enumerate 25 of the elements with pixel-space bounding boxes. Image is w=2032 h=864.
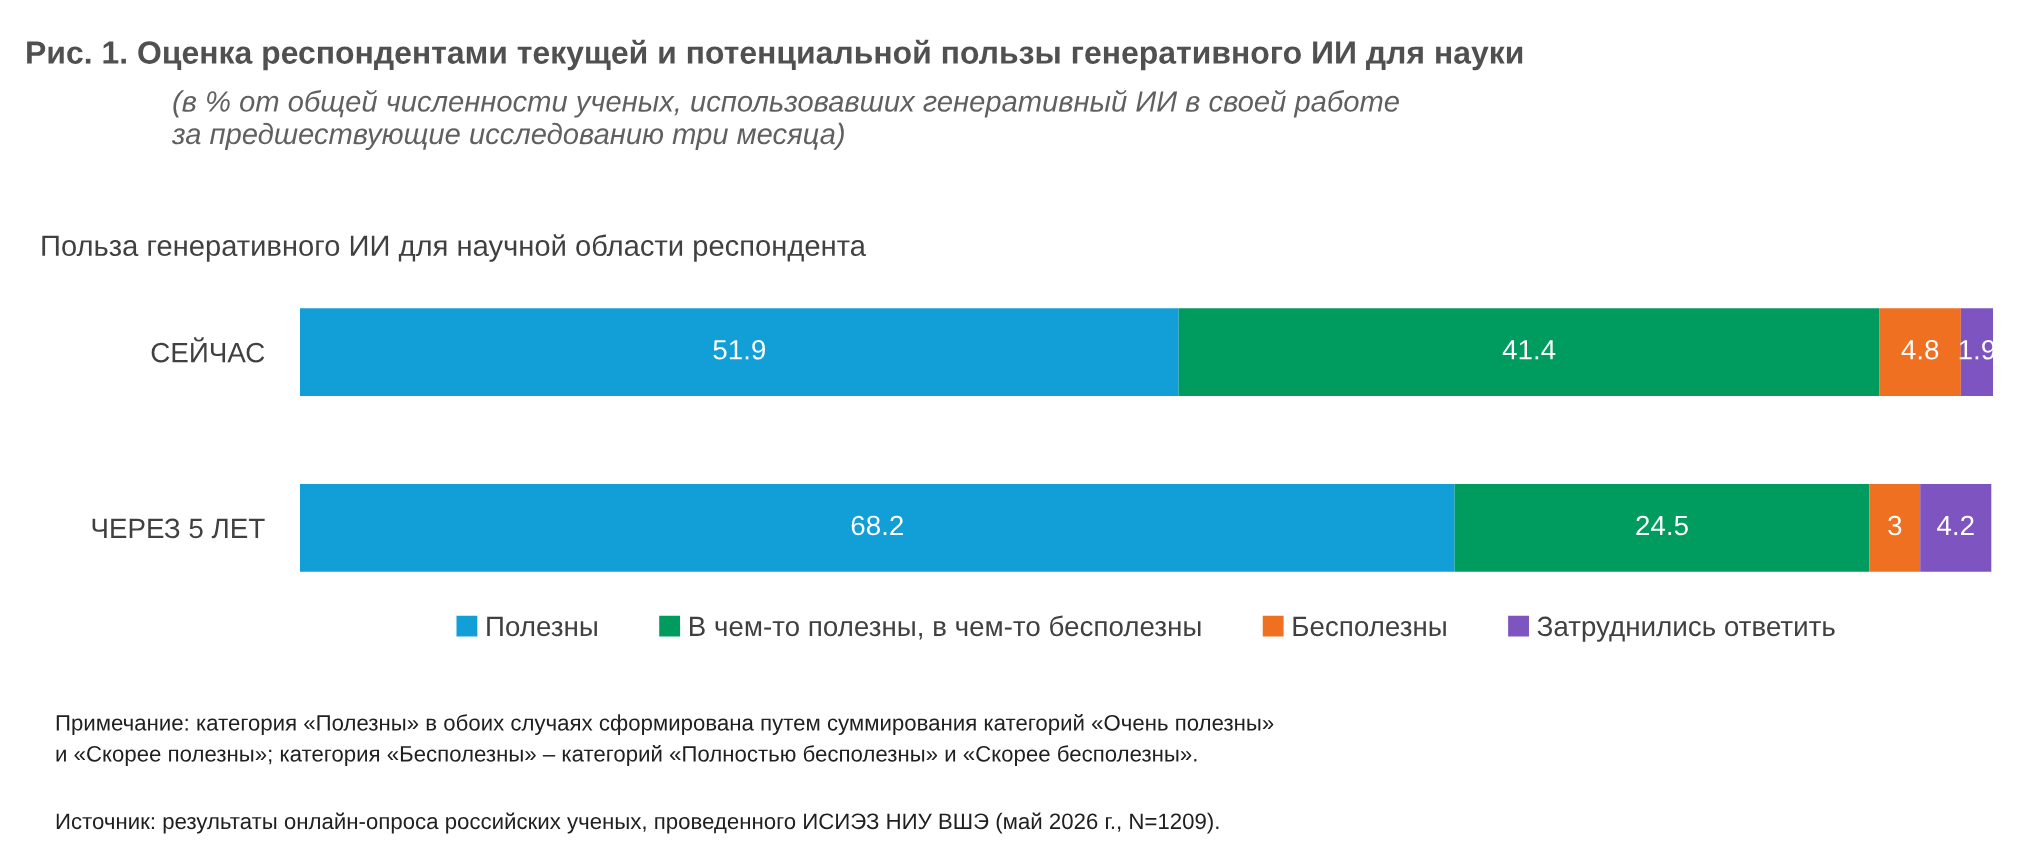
bar — [1869, 483, 1921, 572]
legend-label: Затруднились ответить — [1537, 616, 1835, 642]
text: Источник: результаты онлайн-опроса российских ученых, проведенного ИСИЭЗ НИУ ВШЭ (май 2026 г., N=1209). — [56, 812, 1219, 834]
bar — [1920, 483, 1992, 572]
data-label: 51.9 — [713, 339, 766, 360]
text: Примечание: категория «Полезны» в обоих случаях сформирована путем суммирования категорий «Очень полезны» и «Скорее полезны»; категория «Бесполезны» – категорий «Полностью бесполезны» и «Скорее бесполезны». — [56, 713, 1274, 767]
data-label: 3 — [1888, 515, 1902, 536]
data-label: 24.5 — [1636, 515, 1688, 536]
y-tick-label: ЧЕРЕЗ 5 ЛЕТ — [92, 518, 265, 539]
bar — [1454, 483, 1870, 572]
bar — [1879, 308, 1961, 397]
data-label: 4.2 — [1937, 515, 1974, 536]
legend-label: Полезны — [487, 616, 597, 637]
data-label: 41.4 — [1502, 340, 1556, 360]
legend-label: В чем-то полезны, в чем-то бесполезны — [689, 615, 1201, 640]
data-label: 4.8 — [1901, 339, 1939, 360]
data-label: 68.2 — [851, 515, 903, 536]
chart-title: Рис. 1. Оценка респондентами текущей и потенциальной пользы генеративного ИИ для науки — [27, 39, 1523, 71]
bar — [300, 308, 1179, 397]
annotation: Польза генеративного ИИ для научной области респондента — [42, 234, 866, 262]
y-tick-label: СЕЙЧАС — [151, 337, 265, 363]
chart-subtitle: (в % от общей численности ученых, использовавших генеративный ИИ в своей работе за предшествующие исследованию три месяца) — [171, 89, 1399, 151]
bar — [1178, 308, 1880, 397]
bar — [300, 483, 1455, 572]
legend-label: Бесполезны — [1293, 616, 1446, 637]
